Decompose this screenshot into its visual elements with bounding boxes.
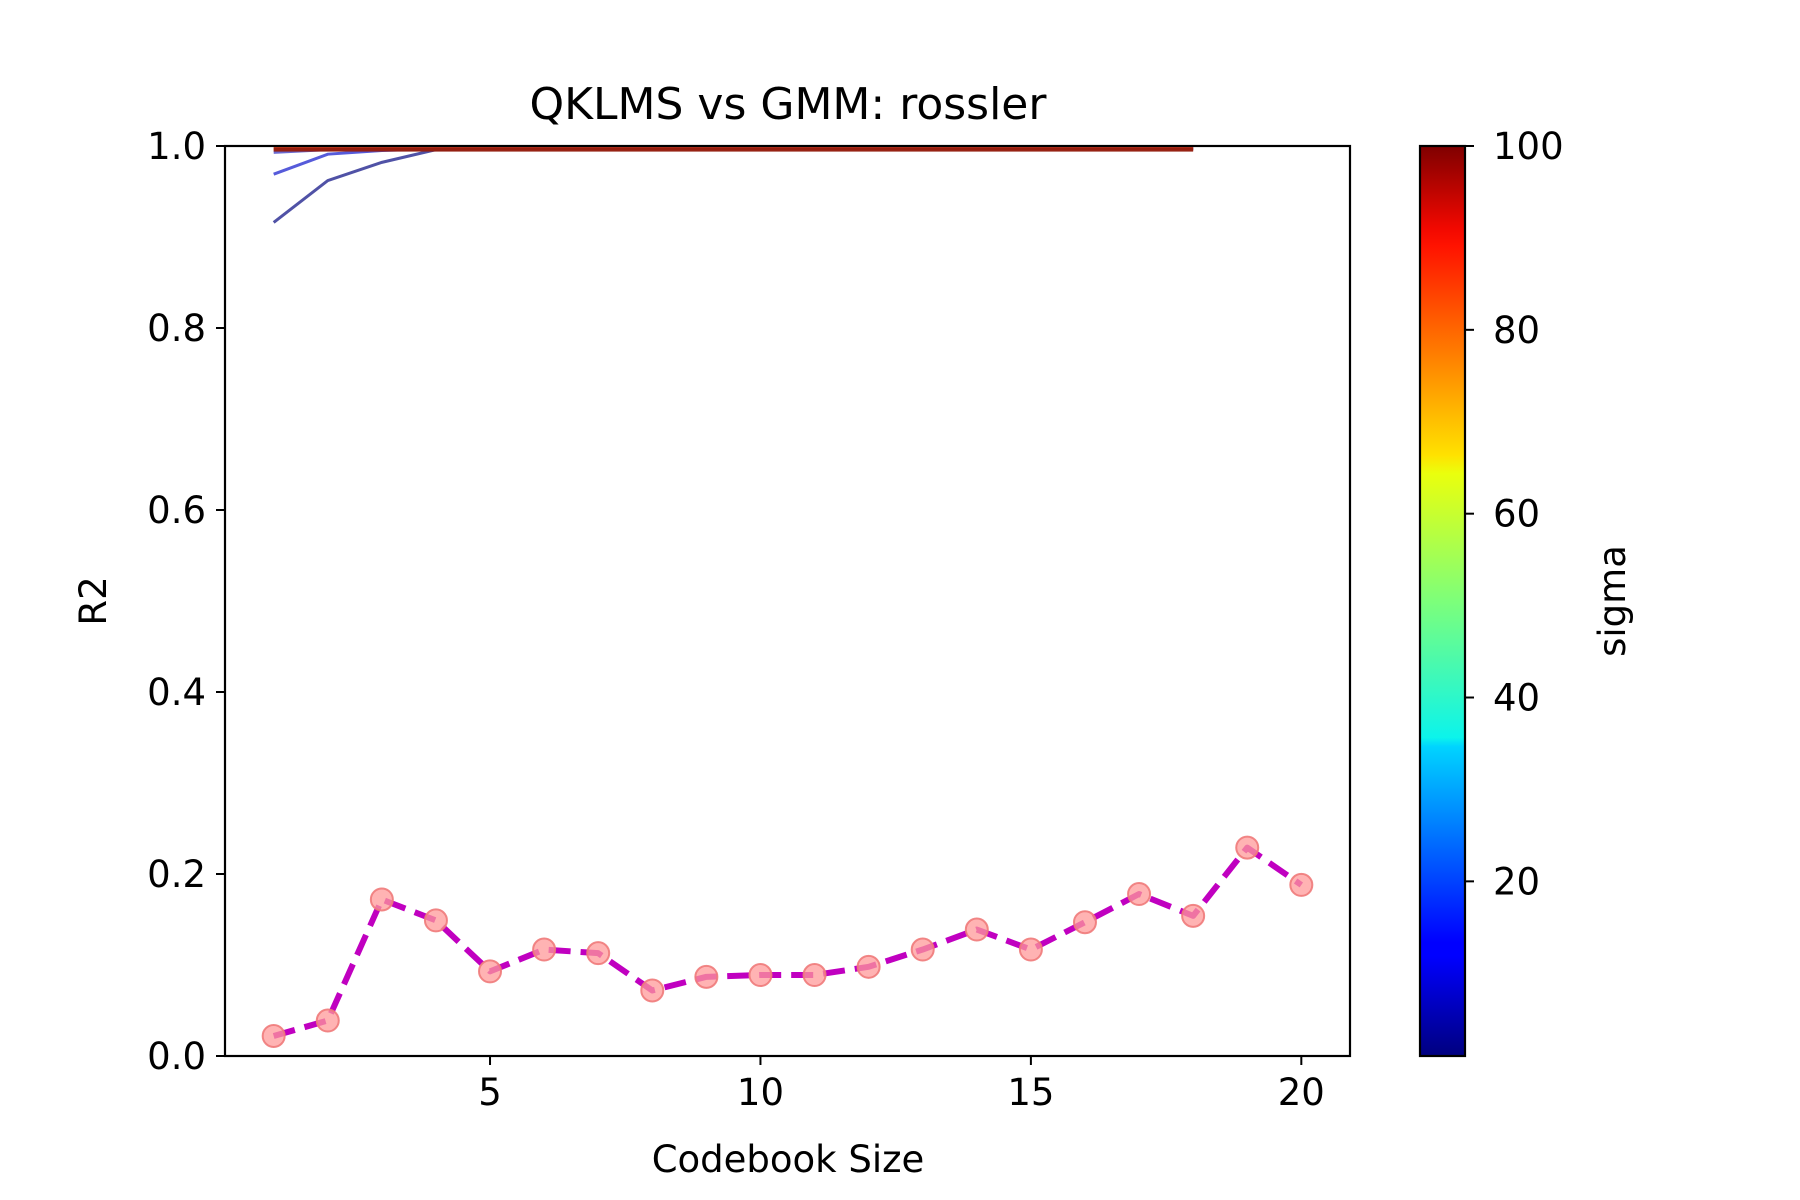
gmm-point [315, 1008, 340, 1033]
y-axis-ticks: 0.0 0.2 0.4 0.6 0.8 1.0 [147, 125, 225, 1078]
colorbar-tick-label: 40 [1493, 677, 1540, 720]
gmm-point [910, 937, 935, 962]
gmm-point [586, 941, 611, 966]
gmm-point [640, 978, 665, 1003]
colorbar-label: sigma [1591, 545, 1634, 657]
gmm-point [1181, 903, 1206, 928]
gmm-point [856, 954, 881, 979]
y-tick-label: 0.4 [147, 671, 206, 714]
y-tick-label: 0.2 [147, 853, 206, 896]
y-axis-label: R2 [72, 576, 115, 625]
gmm-point [1289, 872, 1314, 897]
colorbar-ticks: 20 40 60 80 100 [1465, 125, 1564, 903]
chart-title: QKLMS vs GMM: rossler [530, 79, 1048, 130]
qklms-line-sigma-14 [273, 147, 1194, 176]
x-axis-ticks: 5 10 15 20 [478, 1056, 1325, 1114]
gmm-point [261, 1023, 286, 1048]
x-tick-label: 5 [478, 1071, 502, 1114]
plot-frame [223, 144, 1352, 1058]
y-tick-label: 0.8 [147, 307, 206, 350]
gmm-point [478, 959, 503, 984]
colorbar-tick-label: 80 [1493, 309, 1540, 352]
gmm-point [694, 964, 719, 989]
x-tick-label: 10 [737, 1071, 784, 1114]
gmm-point [964, 917, 989, 942]
qklms-line-sigma-8 [272, 147, 1194, 224]
gmm-point [532, 937, 557, 962]
y-tick-label: 0.0 [147, 1035, 206, 1078]
colorbar-tick-label: 20 [1493, 860, 1540, 903]
gmm-point [802, 963, 827, 988]
gmm-point [423, 908, 448, 933]
x-tick-label: 15 [1007, 1071, 1054, 1114]
gmm-point [748, 963, 773, 988]
y-tick-label: 1.0 [147, 125, 206, 168]
x-axis-label: Codebook Size [652, 1138, 925, 1181]
gmm-point [1072, 910, 1097, 935]
gmm-point [1018, 937, 1043, 962]
colorbar-tick-label: 60 [1493, 493, 1540, 536]
plot-series [261, 146, 1314, 1048]
colorbar-tick-label: 100 [1493, 125, 1564, 168]
gmm-line [272, 844, 1304, 1039]
gmm-point [369, 887, 394, 912]
y-tick-label: 0.6 [147, 489, 206, 532]
gmm-point [1235, 835, 1260, 860]
x-tick-label: 20 [1278, 1071, 1325, 1114]
gmm-point [1127, 882, 1152, 907]
colorbar [1418, 144, 1467, 1058]
